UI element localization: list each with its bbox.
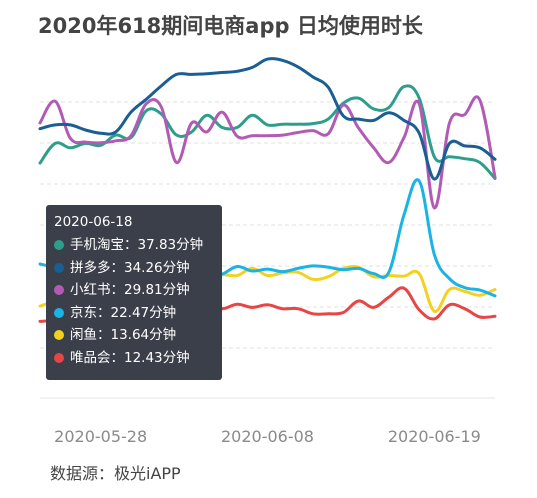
tooltip-row-jd: 京东： 22.47分钟	[54, 302, 222, 325]
legend-dot-icon	[54, 330, 64, 341]
tooltip-row-vip: 唯品会： 12.43分钟	[54, 347, 222, 370]
tooltip-row-pinduoduo: 拼多多： 34.26分钟	[54, 257, 222, 280]
tooltip-series-value: 13.64分钟	[110, 327, 177, 343]
tooltip-series-value: 37.83分钟	[137, 237, 204, 253]
tooltip-row-xiaohongshu: 小红书： 29.81分钟	[54, 279, 222, 302]
legend-dot-icon	[54, 352, 64, 363]
legend-dot-icon	[54, 240, 64, 251]
tooltip-series-name: 京东	[70, 304, 97, 321]
x-tick-label: 2020-05-28	[54, 427, 147, 446]
tooltip-series-name: 闲鱼	[70, 327, 97, 343]
tooltip-series-value: 22.47分钟	[110, 304, 177, 321]
tooltip-series-name: 唯品会	[70, 349, 111, 366]
series-line-2	[38, 95, 497, 210]
data-tooltip: 2020-06-18 手机淘宝： 37.83分钟 拼多多： 34.26分钟 小红书：…	[46, 205, 222, 380]
tooltip-series-value: 12.43分钟	[124, 349, 190, 366]
series-line-1	[38, 57, 497, 181]
legend-dot-icon	[54, 262, 64, 273]
tooltip-series-value: 29.81分钟	[124, 282, 190, 298]
tooltip-series-name: 手机淘宝	[70, 237, 124, 253]
legend-dot-icon	[54, 307, 64, 318]
tooltip-series-value: 34.26分钟	[124, 259, 190, 276]
tooltip-series-name: 拼多多	[70, 259, 111, 276]
tooltip-row-xianyu: 闲鱼： 13.64分钟	[54, 324, 222, 347]
tooltip-series-name: 小红书	[70, 282, 111, 298]
x-tick-label: 2020-06-08	[221, 427, 314, 446]
series-line-0	[38, 84, 497, 180]
x-tick-label: 2020-06-19	[388, 427, 481, 446]
data-source-note: 数据源：极光iAPP	[50, 464, 181, 483]
tooltip-date: 2020-06-18	[54, 214, 133, 230]
tooltip-row-taobao: 手机淘宝： 37.83分钟	[54, 234, 222, 257]
legend-dot-icon	[54, 285, 64, 296]
chart-title: 2020年618期间电商app 日均使用时长	[38, 14, 423, 38]
